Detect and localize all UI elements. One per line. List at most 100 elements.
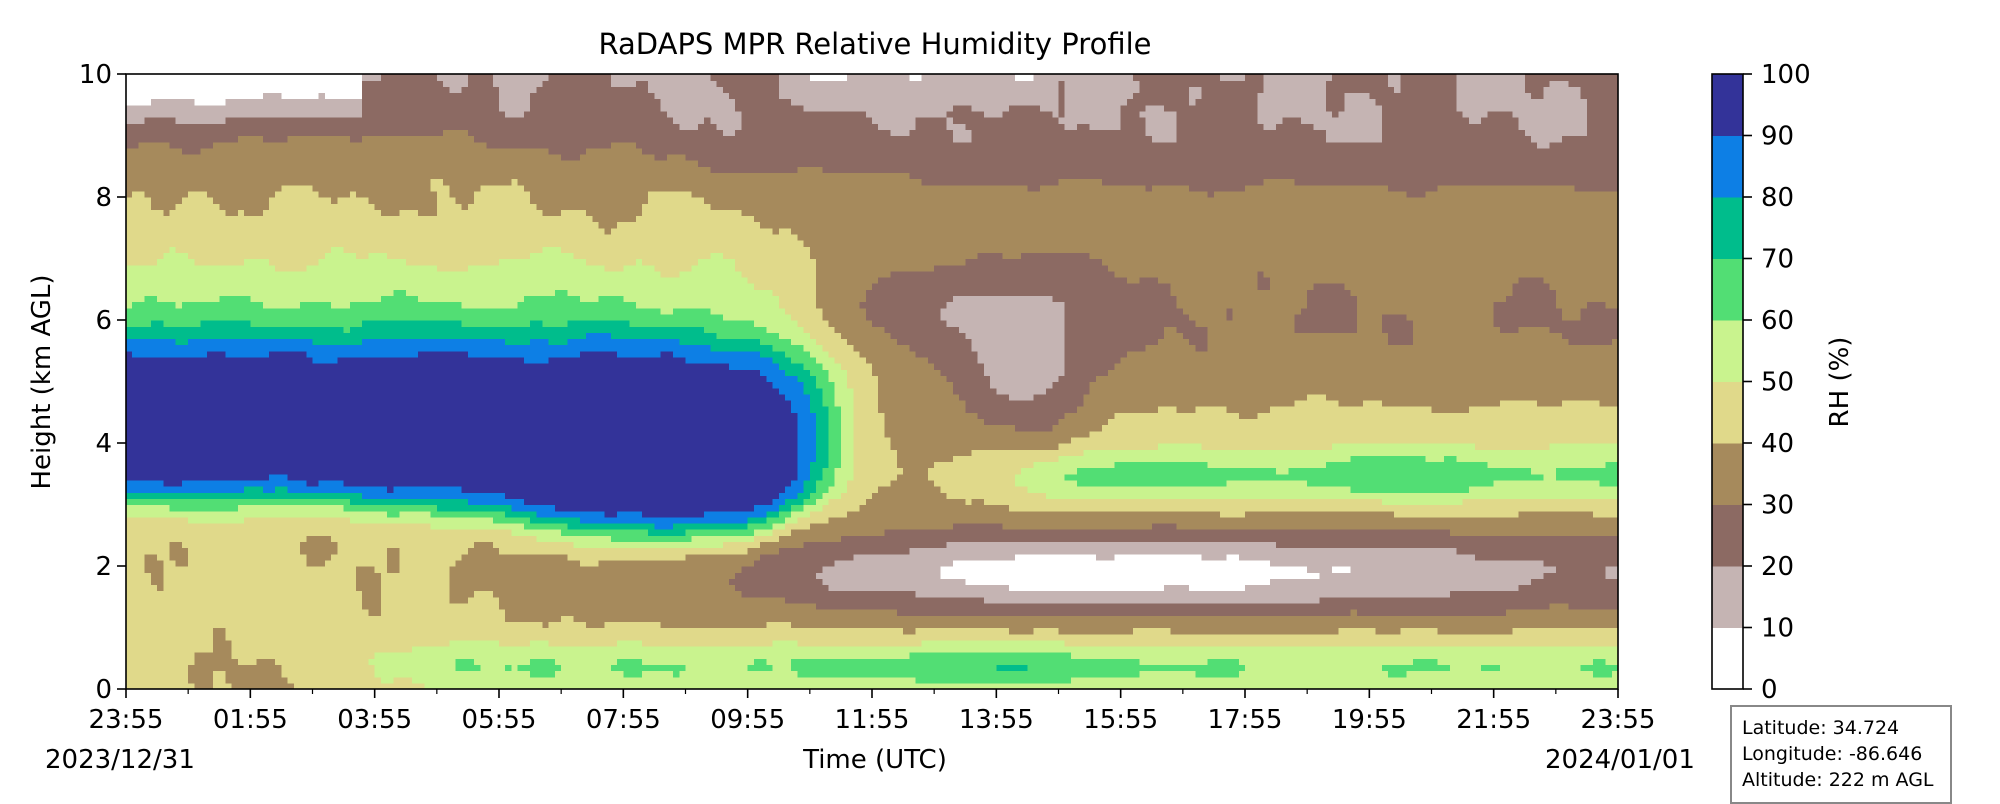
rh-cell — [331, 258, 338, 266]
rh-cell — [219, 516, 227, 524]
rh-cell — [306, 283, 314, 290]
rh-cell — [380, 615, 388, 622]
rh-cell — [225, 160, 233, 167]
rh-cell — [411, 449, 419, 456]
rh-cell — [411, 178, 419, 186]
rh-cell — [349, 443, 357, 450]
rh-cell — [306, 621, 314, 629]
rh-cell — [293, 590, 301, 598]
rh-cell — [181, 609, 189, 616]
rh-cell — [380, 609, 388, 616]
rh-cell — [387, 276, 394, 284]
rh-cell — [213, 676, 220, 684]
rh-cell — [374, 104, 382, 112]
rh-cell — [225, 80, 233, 87]
rh-cell — [213, 510, 220, 518]
rh-cell — [293, 233, 301, 241]
rh-cell — [405, 190, 413, 198]
rh-cell — [132, 270, 140, 278]
rh-cell — [331, 375, 338, 383]
rh-cell — [343, 313, 351, 321]
rh-cell — [244, 615, 251, 622]
rh-cell — [169, 338, 177, 346]
rh-cell — [287, 264, 295, 272]
rh-cell — [181, 141, 189, 149]
rh-cell — [175, 295, 183, 303]
rh-cell — [163, 246, 171, 253]
rh-cell — [150, 516, 158, 524]
rh-cell — [237, 602, 245, 610]
rh-cell — [300, 74, 307, 81]
rh-cell — [343, 455, 351, 463]
rh-cell — [132, 547, 140, 555]
rh-cell — [374, 166, 382, 173]
rh-cell — [387, 86, 394, 94]
rh-cell — [312, 135, 320, 143]
rh-cell — [219, 270, 227, 278]
rh-cell — [268, 209, 276, 217]
rh-cell — [188, 559, 195, 567]
rh-cell — [175, 172, 183, 180]
rh-cell — [374, 326, 382, 333]
rh-cell — [287, 658, 295, 665]
rh-cell — [169, 590, 177, 598]
rh-cell — [293, 615, 301, 622]
rh-cell — [175, 664, 183, 672]
rh-cell — [213, 473, 220, 481]
rh-cell — [424, 166, 432, 173]
rh-cell — [150, 307, 158, 315]
rh-cell — [169, 652, 177, 659]
rh-cell — [275, 590, 283, 598]
rh-cell — [318, 381, 326, 389]
rh-cell — [393, 399, 401, 407]
rh-cell — [331, 86, 338, 94]
rh-cell — [200, 412, 208, 419]
rh-cell — [163, 129, 171, 137]
rh-cell — [138, 504, 146, 512]
rh-cell — [250, 449, 258, 456]
rh-cell — [219, 233, 227, 241]
rh-cell — [262, 541, 270, 549]
rh-cell — [225, 652, 233, 659]
rh-cell — [237, 399, 245, 407]
rh-cell — [200, 602, 208, 610]
rh-cell — [368, 215, 376, 223]
rh-cell — [244, 258, 251, 266]
rh-cell — [206, 627, 214, 635]
rh-cell — [144, 430, 152, 438]
rh-cell — [144, 80, 152, 87]
rh-cell — [362, 516, 370, 524]
rh-cell — [393, 615, 401, 622]
rh-cell — [138, 153, 146, 161]
rh-cell — [399, 178, 407, 186]
rh-cell — [213, 369, 220, 376]
rh-cell — [256, 676, 264, 684]
rh-cell — [157, 658, 164, 665]
rh-cell — [281, 104, 289, 112]
rh-cell — [399, 320, 407, 327]
rh-cell — [300, 473, 307, 481]
rh-cell — [349, 547, 357, 555]
rh-cell — [150, 80, 158, 87]
rh-cell — [387, 639, 394, 647]
rh-cell — [219, 467, 227, 475]
rh-cell — [399, 541, 407, 549]
rh-cell — [418, 424, 425, 432]
rh-cell — [194, 670, 202, 678]
rh-cell — [206, 270, 214, 278]
rh-cell — [262, 117, 270, 124]
rh-cell — [368, 559, 376, 567]
rh-cell — [262, 596, 270, 604]
rh-cell — [337, 332, 345, 340]
rh-cell — [219, 141, 227, 149]
rh-cell — [169, 430, 177, 438]
rh-cell — [244, 135, 251, 143]
rh-cell — [281, 406, 289, 413]
rh-cell — [194, 178, 202, 186]
rh-cell — [144, 590, 152, 598]
rh-cell — [126, 197, 133, 204]
rh-cell — [430, 233, 438, 241]
rh-cell — [231, 313, 239, 321]
rh-cell — [356, 332, 363, 340]
rh-cell — [213, 307, 220, 315]
